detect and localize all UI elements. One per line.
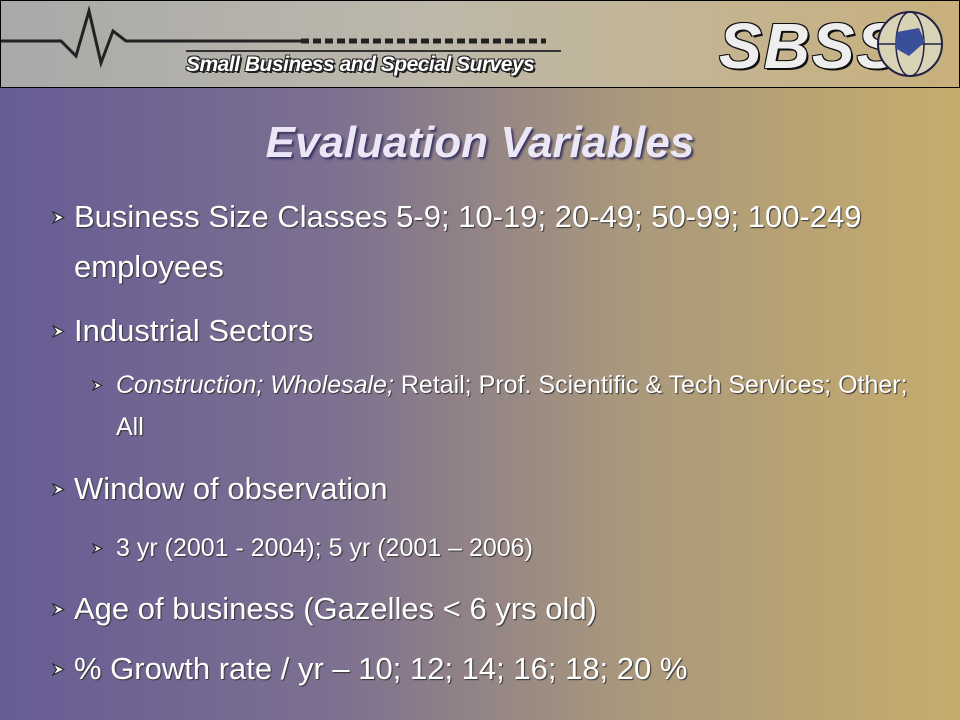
bullet-text: Business Size Classes 5-9; 10-19; 20-49;… [74, 199, 862, 284]
bullet: Age of business (Gazelles < 6 yrs old) [74, 584, 934, 634]
sub-bullet: Construction; Wholesale; Retail; Prof. S… [116, 364, 916, 448]
bullet-arrow [92, 543, 103, 554]
sub-bullet: 3 yr (2001 - 2004); 5 yr (2001 – 2006) [116, 527, 916, 569]
bullet-arrow [52, 603, 65, 616]
bullet: Industrial Sectors [74, 306, 934, 356]
bullet: % Growth rate / yr – 10; 12; 14; 16; 18;… [74, 644, 934, 694]
bullet-text: Age of business (Gazelles < 6 yrs old) [74, 591, 597, 626]
bullet-text: 3 yr (2001 - 2004); 5 yr (2001 – 2006) [116, 534, 533, 562]
globe-logo [877, 11, 943, 77]
bullet-text: Industrial Sectors [74, 313, 314, 348]
heartbeat-line [1, 5, 561, 69]
bullet-arrow [52, 663, 65, 676]
bullet-text: Window of observation [74, 471, 388, 506]
bullet-text: Retail; Prof. Scientific & Tech Services… [116, 371, 908, 441]
bullet-text: Construction; Wholesale; [116, 371, 394, 399]
banner-text: Small Business and Special Surveys [186, 53, 535, 76]
bullet-text: % Growth rate / yr – 10; 12; 14; 16; 18;… [74, 651, 688, 686]
header-banner: Small Business and Special Surveys SBSS [0, 0, 960, 88]
bullet-arrow [52, 211, 65, 224]
bullet: Window of observation [74, 464, 934, 514]
bullet-arrow [52, 483, 65, 496]
logo-text: SBSS [719, 10, 902, 82]
bullet-arrow [92, 380, 103, 391]
bullet: Business Size Classes 5-9; 10-19; 20-49;… [74, 192, 934, 292]
bullet-arrow [52, 325, 65, 338]
slide-title: Evaluation Variables [265, 118, 695, 167]
